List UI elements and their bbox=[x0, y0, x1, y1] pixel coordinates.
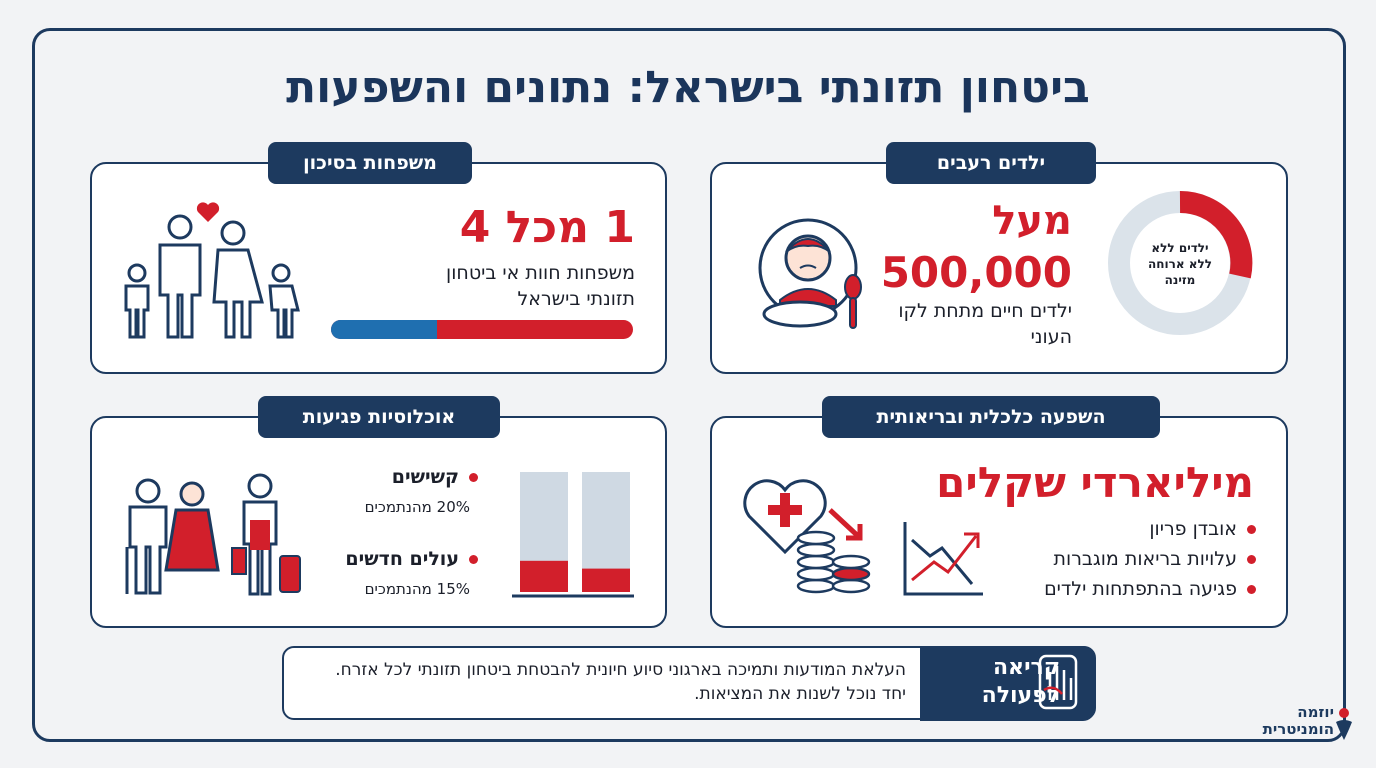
headline: 500,000 bbox=[880, 248, 1072, 297]
item-name: קשישים bbox=[392, 466, 478, 488]
elder-dress bbox=[164, 508, 220, 572]
donut-arc bbox=[1179, 190, 1253, 279]
logo: יוזמה הומניטרית bbox=[1262, 703, 1334, 738]
logo-mark bbox=[1336, 708, 1352, 740]
bar bbox=[520, 560, 568, 592]
health-icon bbox=[743, 479, 871, 594]
cta-text: העלאת המודעות ותמיכה בארגוני סיוע חיונית… bbox=[335, 660, 906, 704]
tab: אוכלוסיות פגיעות bbox=[258, 396, 500, 438]
item-label: 15% מהנתמכים bbox=[364, 580, 470, 598]
text: ילדים חיים מתחת לקו העוני bbox=[898, 300, 1072, 348]
cta-title: קריאה לפעולה bbox=[981, 655, 1060, 708]
headline: 1 מכל 4 bbox=[459, 202, 635, 253]
list-item: אובדן פריון bbox=[1149, 518, 1256, 540]
family-icon bbox=[124, 214, 300, 339]
heart bbox=[196, 202, 220, 222]
suitcase bbox=[279, 555, 301, 593]
bar bbox=[582, 568, 630, 592]
headline: מיליארדי שקלים bbox=[936, 458, 1254, 507]
suitcase bbox=[231, 547, 247, 575]
item-label: 20% מהנתמכים bbox=[364, 498, 470, 516]
list-item: פגיעה בהתפתחות ילדים bbox=[1044, 578, 1256, 600]
trend-icon bbox=[903, 522, 983, 596]
headline-prefix: מעל bbox=[992, 198, 1072, 244]
hands-icon bbox=[1038, 654, 1078, 710]
text: משפחות חוות אי ביטחון תזונתי בישראל bbox=[446, 262, 635, 310]
item-name: עולים חדשים bbox=[345, 548, 478, 570]
shirt bbox=[250, 520, 270, 550]
tab: משפחות בסיכון bbox=[268, 142, 472, 184]
frame bbox=[32, 28, 1346, 742]
tab: ילדים רעבים bbox=[886, 142, 1096, 184]
donut-label: ילדים ללא ללא ארוחה מזינה bbox=[1147, 241, 1212, 287]
list-item: עלויות בריאות מוגברות bbox=[1054, 548, 1256, 570]
progress-fill bbox=[331, 320, 437, 339]
title: ביטחון תזונתי בישראל: נתונים והשפעות bbox=[286, 62, 1090, 113]
tab: השפעה כלכלית ובריאותית bbox=[822, 396, 1160, 438]
elder-head bbox=[179, 481, 205, 507]
child-icon bbox=[758, 218, 862, 329]
